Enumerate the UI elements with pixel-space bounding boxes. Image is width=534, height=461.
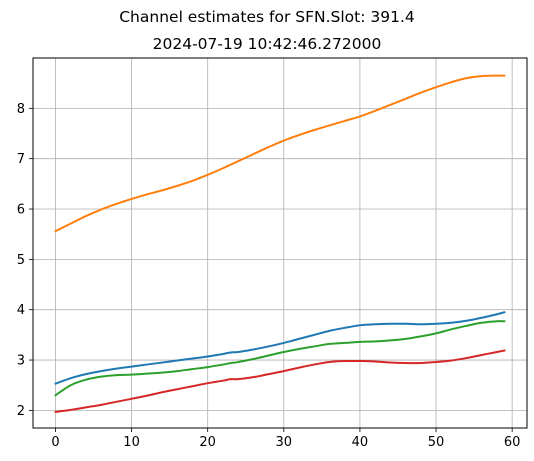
series-line-4 [54, 349, 506, 413]
x-tick-label: 50 [428, 435, 445, 450]
series-line-1 [54, 311, 506, 385]
x-axis: 0 10 20 30 40 50 60 [51, 428, 520, 450]
x-tick-label: 40 [352, 435, 369, 450]
x-tick-label: 10 [123, 435, 140, 450]
chart-subtitle: 2024-07-19 10:42:46.272000 [152, 35, 382, 53]
y-tick-label: 6 [17, 203, 25, 218]
x-tick-label: 0 [51, 435, 59, 450]
x-tick-label: 30 [276, 435, 293, 450]
y-tick-label: 7 [17, 152, 25, 167]
y-tick-label: 4 [17, 303, 25, 318]
x-tick-label: 60 [504, 435, 521, 450]
x-tick-label: 20 [199, 435, 216, 450]
plot-frame [32, 57, 528, 429]
y-tick-label: 2 [17, 404, 25, 419]
series-line-2 [54, 74, 506, 233]
y-tick-label: 8 [17, 102, 25, 117]
y-tick-label: 3 [17, 354, 25, 369]
y-axis: 2 3 4 5 6 7 8 [17, 102, 33, 419]
y-tick-label: 5 [17, 253, 25, 268]
series-lines [54, 74, 506, 413]
chart-title: Channel estimates for SFN.Slot: 391.4 [119, 8, 415, 26]
series-line-3 [54, 320, 506, 397]
